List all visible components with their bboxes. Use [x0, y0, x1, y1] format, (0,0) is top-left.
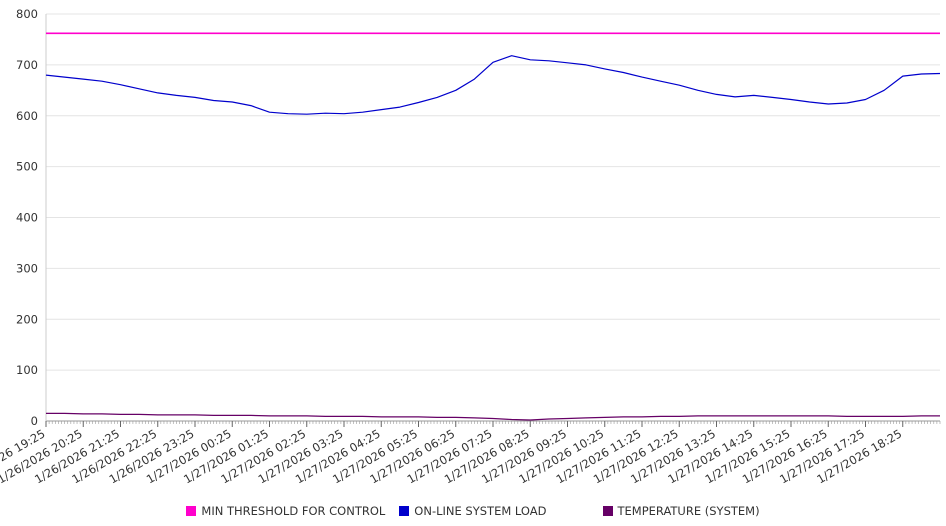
svg-text:200: 200 — [16, 312, 38, 326]
svg-text:300: 300 — [16, 261, 38, 275]
svg-text:600: 600 — [16, 109, 38, 123]
legend-item-system-load: ON-LINE SYSTEM LOAD — [399, 504, 547, 518]
legend-label-temperature: TEMPERATURE (SYSTEM) — [617, 504, 760, 518]
legend-label-system-load: ON-LINE SYSTEM LOAD — [414, 504, 547, 518]
legend-swatch-temperature-icon — [602, 506, 613, 516]
svg-text:500: 500 — [16, 160, 38, 174]
svg-text:0: 0 — [31, 414, 38, 428]
chart-legend: MIN THRESHOLD FOR CONTROL ON-LINE SYSTEM… — [0, 504, 946, 518]
svg-text:700: 700 — [16, 58, 38, 72]
legend-swatch-system-load-icon — [399, 506, 410, 516]
legend-label-min-threshold: MIN THRESHOLD FOR CONTROL — [201, 504, 386, 518]
svg-text:800: 800 — [16, 7, 38, 21]
legend-item-min-threshold: MIN THRESHOLD FOR CONTROL — [186, 504, 385, 518]
legend-item-temperature: TEMPERATURE (SYSTEM) — [602, 504, 760, 518]
legend-swatch-min-threshold-icon — [186, 506, 197, 516]
svg-text:100: 100 — [16, 363, 38, 377]
svg-text:400: 400 — [16, 211, 38, 225]
